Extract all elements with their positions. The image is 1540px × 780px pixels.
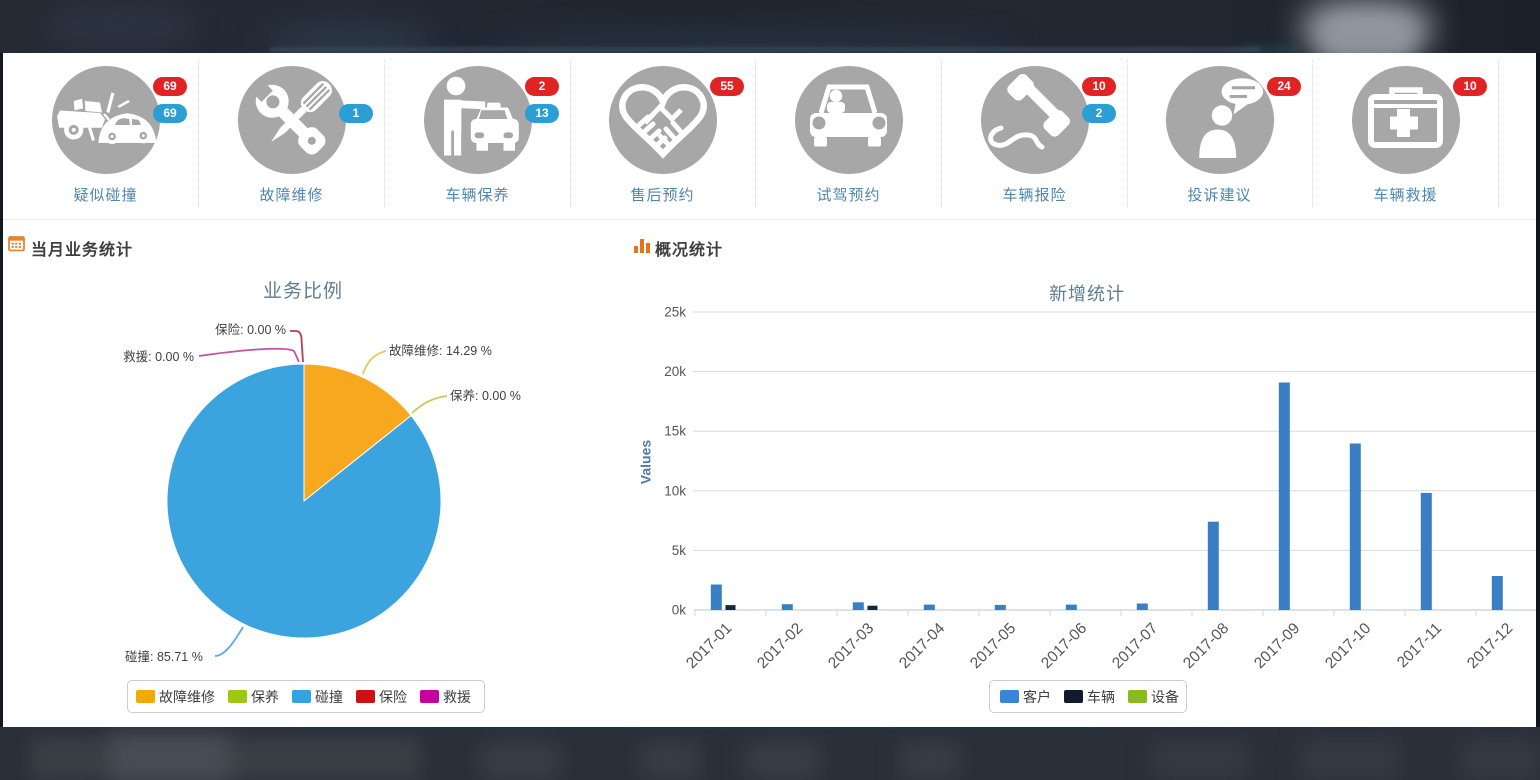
svg-text:2017-05: 2017-05 [967, 620, 1019, 672]
svg-text:故障维修: 14.29 %: 故障维修: 14.29 % [389, 343, 492, 358]
svg-text:保养: 0.00 %: 保养: 0.00 % [450, 388, 521, 403]
svg-text:2017-02: 2017-02 [754, 620, 806, 672]
svg-text:碰撞: 85.71 %: 碰撞: 85.71 % [125, 649, 203, 664]
svg-text:20k: 20k [664, 364, 686, 379]
svg-text:5k: 5k [672, 543, 687, 558]
svg-text:10k: 10k [664, 483, 686, 498]
svg-text:2017-06: 2017-06 [1038, 620, 1090, 672]
svg-text:15k: 15k [664, 424, 686, 439]
svg-text:2017-09: 2017-09 [1251, 620, 1303, 672]
svg-text:2017-04: 2017-04 [896, 620, 949, 673]
svg-text:2017-12: 2017-12 [1464, 620, 1516, 672]
svg-text:2017-01: 2017-01 [683, 620, 735, 672]
svg-text:保险: 0.00 %: 保险: 0.00 % [215, 322, 286, 337]
svg-text:Values: Values [638, 440, 654, 485]
svg-text:25k: 25k [664, 305, 686, 320]
svg-text:2017-11: 2017-11 [1394, 620, 1445, 671]
svg-text:2017-10: 2017-10 [1322, 620, 1375, 673]
svg-text:2017-03: 2017-03 [825, 620, 877, 672]
svg-text:2017-07: 2017-07 [1109, 620, 1161, 672]
svg-text:0k: 0k [672, 603, 687, 618]
svg-text:2017-08: 2017-08 [1180, 620, 1232, 672]
svg-text:救援: 0.00 %: 救援: 0.00 % [123, 349, 194, 364]
